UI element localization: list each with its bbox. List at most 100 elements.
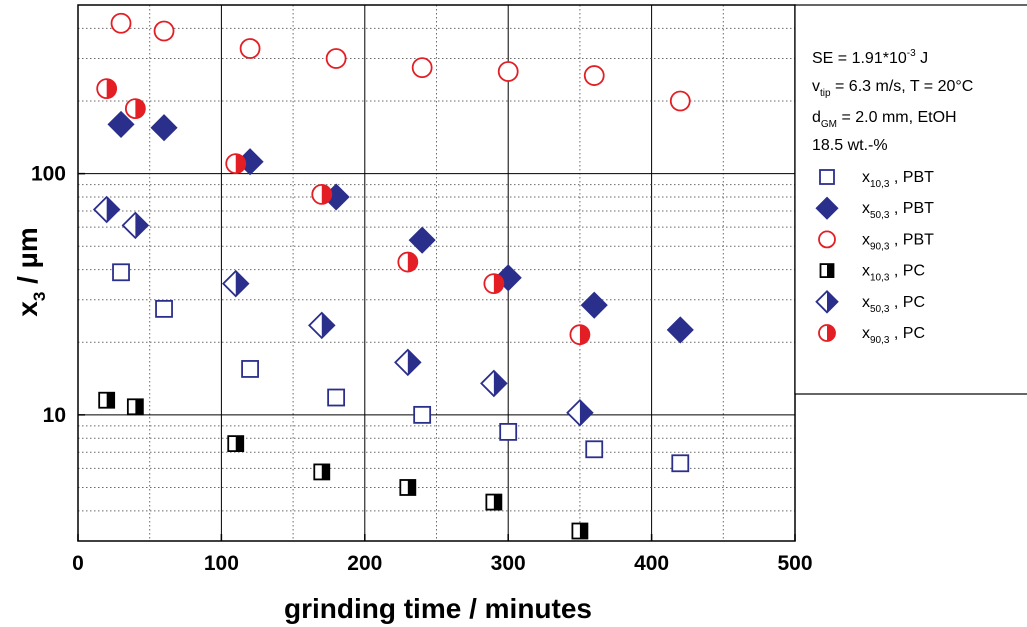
x-tick-label: 0: [72, 552, 84, 575]
data-point: [394, 348, 422, 377]
data-point: [327, 388, 346, 407]
legend-label-rest: , PBT: [889, 231, 934, 248]
data-point: [155, 299, 173, 318]
legend-annotation-0: SE = 1.91*10-3 J: [812, 48, 928, 67]
y-tick-label: 10: [43, 404, 66, 427]
legend-marker: [818, 230, 836, 249]
x-axis-ticks: 0 100 200 300 400 500: [72, 534, 813, 575]
data-point: [96, 78, 118, 100]
legend-marker: [819, 263, 835, 279]
annotation-rest: = 2.0 mm, EtOH: [837, 109, 957, 126]
legend-entry: x10,3 , PC: [819, 263, 925, 284]
legend-entry: x10,3 , PBT: [819, 169, 934, 190]
data-point: [583, 65, 605, 86]
series-2: [110, 12, 691, 112]
data-point: [239, 38, 261, 59]
legend-label: x10,3 , PC: [862, 263, 925, 284]
data-point: [92, 195, 121, 224]
grid: [78, 5, 795, 541]
annotation-text: 18.5 wt.-%: [812, 137, 888, 154]
legend-label-rest: , PC: [889, 263, 925, 280]
data-point: [669, 90, 691, 112]
legend-marker: [819, 169, 835, 185]
x-tick-label: 500: [777, 552, 812, 575]
data-point: [569, 324, 591, 346]
series-1: [107, 110, 694, 344]
annotation-text: v: [812, 78, 820, 95]
legend-entry: x90,3 , PC: [818, 324, 925, 346]
x-tick-label: 300: [491, 552, 526, 575]
data-point: [110, 12, 132, 34]
legend-label-main: x: [862, 200, 870, 217]
data-point: [499, 422, 518, 441]
data-point: [585, 440, 604, 459]
data-point: [580, 291, 608, 319]
legend-label-sub: 90,3: [870, 335, 890, 346]
legend-label-main: x: [862, 263, 870, 280]
data-point: [671, 454, 690, 473]
data-point: [566, 399, 594, 427]
legend-marker: [815, 196, 839, 220]
legend-marker: [815, 290, 839, 314]
legend-label: x90,3 , PC: [862, 325, 925, 346]
x-tick-label: 100: [204, 552, 239, 575]
legend-label-main: x: [862, 231, 870, 248]
legend-label: x50,3 , PBT: [862, 200, 934, 221]
annotation-text: d: [812, 109, 821, 126]
data-point: [408, 226, 436, 254]
x-axis-title: grinding time / minutes: [284, 593, 592, 624]
data-point: [241, 360, 259, 378]
legend-annotation-1: vtip = 6.3 m/s, T = 20°C: [812, 78, 973, 99]
legend-marker: [818, 324, 836, 342]
y-axis-title-main: x: [12, 301, 43, 317]
data-point: [666, 316, 694, 344]
y-axis-title: x3 / µm: [12, 227, 49, 316]
y-tick-label: 100: [31, 163, 66, 186]
annotation-text: SE = 1.91*10: [812, 50, 907, 67]
data-point: [497, 61, 519, 82]
data-points: [92, 12, 694, 540]
data-point: [98, 391, 116, 409]
legend-label: x10,3 , PBT: [862, 169, 934, 190]
data-point: [221, 269, 250, 298]
data-point: [485, 493, 503, 511]
annotation-subscript: GM: [821, 119, 837, 130]
legend-label-sub: 10,3: [870, 179, 890, 190]
data-point: [325, 48, 347, 69]
legend-annotation-2: dGM = 2.0 mm, EtOH: [812, 109, 957, 130]
data-point: [483, 273, 505, 295]
legend-label-sub: 50,3: [870, 210, 890, 221]
data-point: [413, 405, 432, 424]
legend-label-sub: 10,3: [870, 273, 890, 284]
data-point: [397, 251, 419, 273]
annotation-subscript: tip: [820, 88, 831, 99]
legend-entry: x90,3 , PBT: [818, 230, 934, 252]
legend-label-rest: , PC: [889, 325, 925, 342]
data-point: [150, 114, 178, 142]
annotation-superscript: -3: [907, 48, 916, 59]
data-point: [225, 153, 247, 175]
legend-label-sub: 90,3: [870, 241, 890, 252]
data-point: [153, 20, 175, 42]
x-tick-label: 400: [634, 552, 669, 575]
y-axis-title-sub: 3: [30, 292, 49, 301]
y-axis-title-rest: / µm: [12, 227, 43, 291]
legend-label-main: x: [862, 294, 870, 311]
data-point: [126, 398, 144, 416]
series-3: [98, 391, 589, 540]
legend-label-rest: , PC: [889, 294, 925, 311]
legend-label-rest: , PBT: [889, 169, 934, 186]
annotation-rest: = 6.3 m/s, T = 20°C: [831, 78, 974, 95]
data-point: [480, 369, 508, 398]
data-point: [107, 110, 135, 138]
data-point: [121, 211, 150, 240]
data-point: [308, 311, 336, 340]
legend-annotation-3: 18.5 wt.-%: [812, 137, 888, 154]
data-point: [311, 184, 333, 205]
data-point: [124, 98, 146, 120]
legend-label-main: x: [862, 169, 870, 186]
data-point: [112, 263, 130, 282]
annotation-rest: J: [916, 50, 928, 67]
x-tick-label: 200: [347, 552, 382, 575]
legend-label-main: x: [862, 325, 870, 342]
